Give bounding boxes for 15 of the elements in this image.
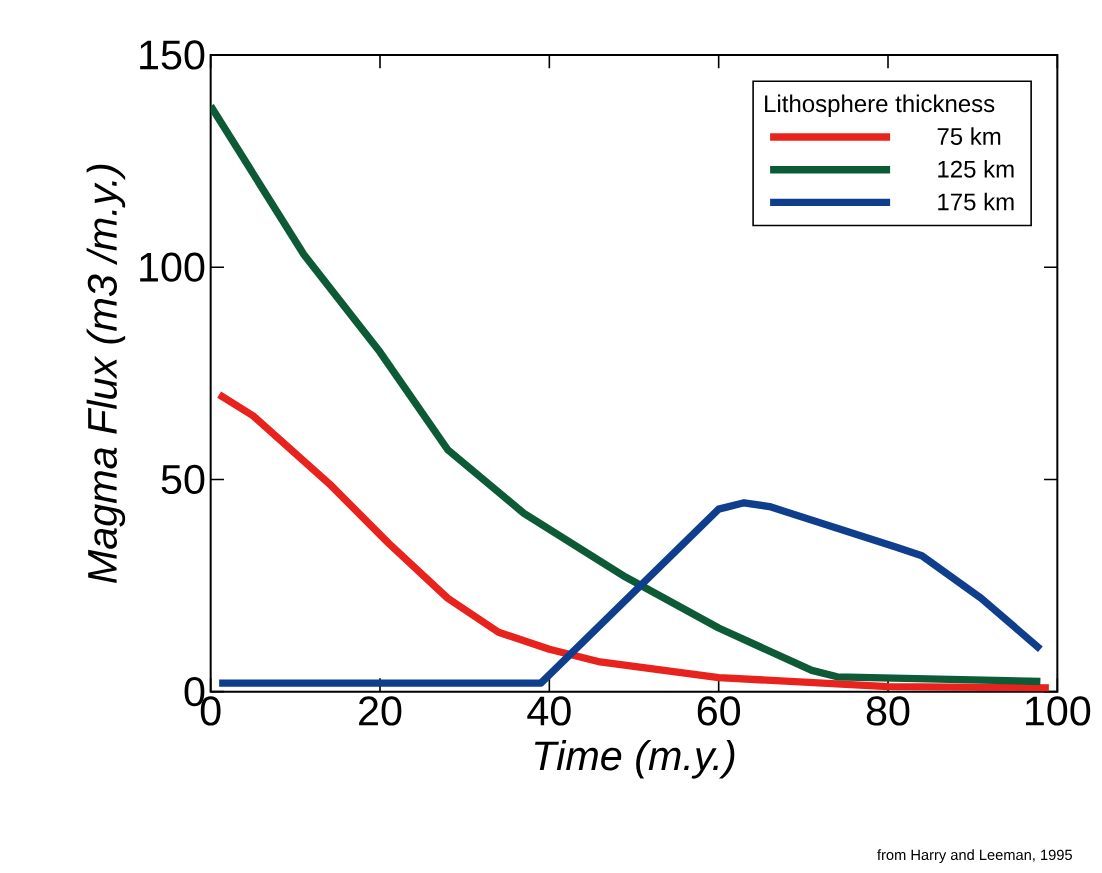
text: from Harry and Leeman, 1995 <box>877 849 1072 863</box>
y-tick-label: 100 <box>140 252 205 282</box>
legend-label: 175 km <box>938 192 1014 211</box>
y-axis-title: Magma Flux (m3 /m.y.) <box>86 164 126 583</box>
legend-label: 75 km <box>937 127 1001 145</box>
y-tick-label: 50 <box>161 464 205 495</box>
x-tick-label: 80 <box>866 696 910 726</box>
x-axis-title: Time (m.y.) <box>534 740 735 779</box>
x-tick-label: 100 <box>1026 696 1091 726</box>
x-tick-label: 40 <box>527 696 571 726</box>
x-tick-label: 60 <box>697 696 741 726</box>
y-tick-label: 150 <box>140 40 205 70</box>
legend-label: 125 km <box>938 160 1014 178</box>
x-tick-label: 20 <box>359 696 402 726</box>
legend-title: Lithosphere thickness <box>765 94 995 117</box>
